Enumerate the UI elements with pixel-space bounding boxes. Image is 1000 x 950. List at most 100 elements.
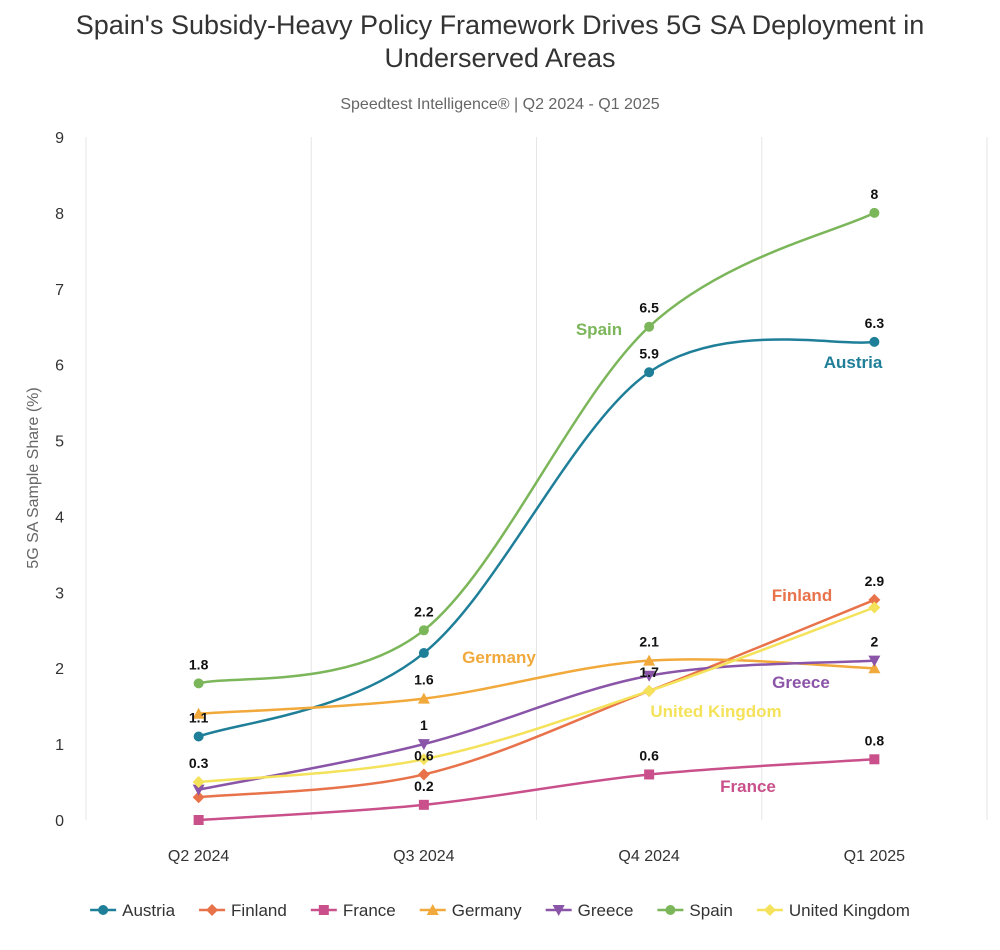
- marker-france: [869, 754, 880, 765]
- marker-austria: [418, 648, 429, 659]
- data-label-spain: 6.5: [639, 300, 659, 316]
- y-tick-label: 0: [55, 813, 64, 830]
- annotation-spain: Spain: [576, 320, 622, 339]
- data-label-spain: 1.8: [189, 656, 209, 672]
- series-line-france: [198, 758, 875, 822]
- legend-item-austria[interactable]: Austria: [90, 901, 176, 920]
- legend-label: Germany: [452, 901, 522, 920]
- series-markers: [192, 207, 881, 825]
- marker-finland: [868, 593, 881, 606]
- data-label-france: 0.2: [414, 778, 434, 794]
- data-label-germany: 1.6: [414, 672, 434, 688]
- y-tick-label: 8: [55, 206, 64, 223]
- marker-united-kingdom: [417, 753, 430, 766]
- data-label-greece: 2: [870, 634, 878, 650]
- data-label-finland: 2.9: [865, 573, 885, 589]
- legend-item-germany[interactable]: Germany: [419, 901, 522, 920]
- legend-marker-greece: [552, 905, 565, 916]
- marker-germany: [643, 654, 656, 666]
- y-tick-label: 9: [55, 130, 64, 147]
- legend-label: Finland: [231, 901, 287, 920]
- marker-austria: [193, 731, 204, 742]
- marker-greece: [192, 784, 205, 796]
- legend: Austria Finland France Germany Greece Spain Un…: [90, 901, 910, 920]
- legend-marker-finland: [206, 904, 219, 916]
- annotation-germany: Germany: [462, 648, 536, 667]
- marker-germany: [868, 662, 881, 674]
- data-label-austria: 5.9: [639, 345, 659, 361]
- data-label-austria: 1.1: [189, 710, 209, 726]
- series-lines: [198, 211, 875, 822]
- marker-united-kingdom: [643, 684, 656, 697]
- x-tick-label: Q2 2024: [168, 848, 229, 865]
- marker-finland: [192, 791, 205, 804]
- marker-greece: [868, 655, 881, 667]
- x-tick-label: Q4 2024: [618, 848, 679, 865]
- marker-spain: [644, 321, 655, 332]
- data-label-spain: 2.2: [414, 603, 434, 619]
- series-line-germany: [198, 658, 875, 716]
- legend-label: France: [343, 901, 396, 920]
- legend-item-finland[interactable]: Finland: [199, 901, 287, 920]
- marker-greece: [643, 670, 656, 682]
- marker-france: [193, 815, 204, 825]
- data-label-austria: 6.3: [865, 315, 885, 331]
- grid-layer: [85, 137, 988, 820]
- marker-greece: [417, 739, 430, 751]
- legend-item-spain[interactable]: Spain: [657, 901, 733, 920]
- series-line-greece: [198, 659, 875, 791]
- data-label-united-kingdom: 1.7: [639, 664, 659, 680]
- series-line-spain: [198, 211, 875, 685]
- data-label-france: 0.6: [639, 747, 659, 763]
- legend-item-france[interactable]: France: [310, 901, 396, 920]
- y-tick-label: 1: [55, 737, 64, 754]
- data-label-germany: 2.1: [639, 634, 659, 650]
- series-line-finland: [198, 598, 875, 799]
- y-tick-label: 7: [55, 282, 64, 299]
- marker-united-kingdom: [868, 601, 881, 614]
- y-tick-label: 4: [55, 509, 64, 526]
- data-label-france: 0.8: [865, 732, 885, 748]
- y-tick-label: 3: [55, 585, 64, 602]
- x-tick-label: Q1 2025: [844, 848, 905, 865]
- data-label-united-kingdom: 0.3: [189, 755, 209, 771]
- chart-subtitle: Speedtest Intelligence® | Q2 2024 - Q1 2…: [340, 96, 659, 113]
- y-tick-label: 2: [55, 661, 64, 678]
- annotation-greece: Greece: [772, 673, 830, 692]
- legend-label: United Kingdom: [789, 901, 910, 920]
- data-labels: 1.1 5.9 6.3 0.6 2.9 0.2 0.6 0.8 1.6 2.1 1 2 1.8 2.2 6.…: [189, 186, 884, 794]
- tick-layer: 0 1 2 3 4 5 6 7 8 9 Q2 2024 Q3 2024 Q4 2024 Q1 2025: [55, 130, 905, 865]
- marker-austria: [869, 336, 880, 347]
- legend-marker-austria: [98, 905, 109, 915]
- marker-spain: [193, 678, 204, 689]
- chart-title-line-1: Spain's Subsidy-Heavy Policy Framework D…: [76, 10, 924, 40]
- x-tick-label: Q3 2024: [393, 848, 454, 865]
- chart-title-line-2: Underserved Areas: [384, 43, 615, 73]
- marker-germany: [417, 692, 430, 704]
- y-tick-label: 5: [55, 434, 64, 451]
- legend-label: Austria: [122, 901, 175, 920]
- marker-united-kingdom: [192, 776, 205, 789]
- legend-marker-germany: [426, 904, 439, 915]
- marker-spain: [418, 625, 429, 636]
- legend-label: Greece: [578, 901, 634, 920]
- marker-spain: [869, 207, 880, 218]
- legend-marker-united-kingdom: [763, 904, 776, 916]
- annotation-united-kingdom: United Kingdom: [650, 702, 781, 721]
- legend-label: Spain: [689, 901, 732, 920]
- marker-france: [418, 799, 429, 810]
- legend-item-greece[interactable]: Greece: [545, 901, 634, 920]
- data-label-greece: 1: [420, 717, 428, 733]
- annotation-finland: Finland: [772, 586, 832, 605]
- annotation-france: France: [720, 777, 776, 796]
- data-label-finland: 0.6: [414, 747, 434, 763]
- marker-germany: [192, 707, 205, 719]
- marker-austria: [644, 367, 655, 378]
- series-annotations: Spain Austria Finland Germany Greece United K…: [462, 320, 883, 796]
- data-label-spain: 8: [870, 186, 878, 202]
- series-line-united-kingdom: [198, 606, 875, 784]
- legend-marker-france: [318, 905, 329, 915]
- y-axis-label: 5G SA Sample Share (%): [25, 387, 42, 568]
- legend-item-united-kingdom[interactable]: United Kingdom: [756, 901, 910, 920]
